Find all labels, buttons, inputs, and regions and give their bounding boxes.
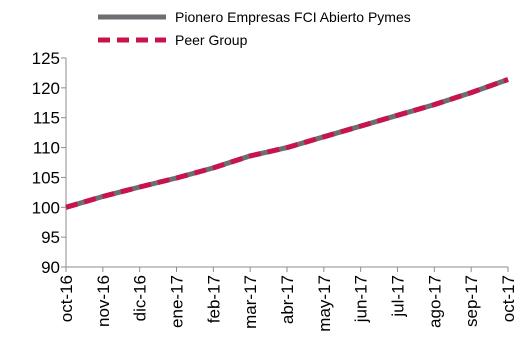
legend-label-0: Pionero Empresas FCI Abierto Pymes [175, 9, 411, 25]
y-tick-label: 125 [32, 49, 60, 68]
legend-label-1: Peer Group [175, 32, 248, 48]
x-tick-label: abr-17 [278, 275, 297, 324]
chart-series [65, 77, 509, 210]
y-tick-label: 100 [32, 198, 60, 217]
x-tick-label: mar-17 [241, 275, 260, 329]
chart-legend: Pionero Empresas FCI Abierto Pymes Peer … [98, 9, 411, 48]
x-tick-label: sep-17 [462, 275, 481, 327]
series-line-1 [65, 77, 509, 210]
series-line-0 [65, 77, 509, 210]
x-tick-label: may-17 [315, 275, 334, 332]
legend-item-1: Peer Group [98, 32, 248, 48]
x-tick-label: ago-17 [425, 275, 444, 328]
chart-axes: 90 95 100 105 110 115 120 125 oct-16 nov-16 dic-16… [32, 49, 518, 332]
y-tick-label: 105 [32, 168, 60, 187]
y-tick-label: 90 [41, 258, 60, 277]
x-tick-label: feb-17 [204, 275, 223, 323]
y-tick-label: 95 [41, 228, 60, 247]
x-tick-label: oct-17 [499, 275, 518, 322]
y-tick-label: 110 [33, 139, 60, 158]
x-tick-label: jul-17 [389, 275, 408, 318]
x-tick-label: ene-17 [168, 275, 187, 328]
x-tick-label: nov-16 [94, 275, 113, 327]
y-tick-label: 120 [32, 79, 60, 98]
x-tick-label: dic-16 [131, 275, 150, 321]
x-tick-label: jun-17 [352, 275, 371, 323]
y-tick-label: 115 [33, 109, 60, 128]
x-tick-label: oct-16 [57, 275, 76, 322]
legend-item-0: Pionero Empresas FCI Abierto Pymes [98, 9, 411, 25]
